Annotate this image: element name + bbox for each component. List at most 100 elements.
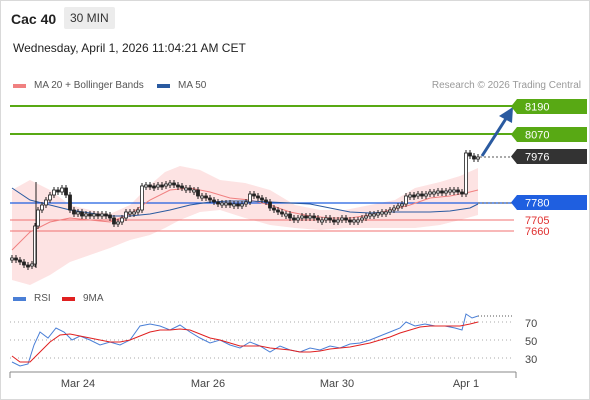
candle-body — [236, 203, 240, 207]
candle-body — [52, 189, 56, 196]
candle-body — [188, 187, 192, 191]
candle-body — [148, 184, 152, 188]
candle-body — [352, 219, 356, 223]
candle-body — [356, 219, 360, 223]
candle-body — [404, 195, 408, 205]
candle-body — [152, 185, 156, 189]
candle-body — [36, 209, 40, 227]
rsi-axis-50: 50 — [525, 336, 537, 348]
candle-body — [168, 182, 172, 186]
candle-body — [388, 209, 392, 213]
candle-body — [204, 195, 208, 199]
candle-body — [416, 193, 420, 197]
candle-body — [312, 215, 316, 219]
candle-body — [100, 213, 104, 217]
candle-body — [268, 201, 272, 209]
datetime-label: Wednesday, April 1, 2026 11:04:21 AM CET — [13, 41, 246, 55]
x-axis: Mar 24 Mar 26 Mar 30 Apr 1 — [9, 371, 517, 390]
candle-body — [44, 199, 48, 206]
candle-body — [216, 201, 220, 205]
candle-body — [476, 156, 480, 160]
candle-body — [324, 217, 328, 221]
bollinger-swatch — [13, 83, 26, 88]
candle-body — [212, 199, 216, 203]
legend-ma50: MA 50 — [157, 80, 206, 91]
rsi-panel: 70 50 30 — [10, 313, 537, 367]
price-label-last: 7976 — [511, 149, 587, 164]
candle-body — [104, 213, 108, 217]
candle-body — [344, 217, 348, 221]
candle-body — [22, 261, 26, 266]
candle-body — [228, 202, 232, 206]
candle-body — [256, 195, 260, 199]
candle-body — [252, 193, 256, 197]
forecast-arrow — [480, 107, 513, 157]
rsi-line — [11, 313, 479, 367]
candle-body — [124, 211, 128, 219]
candle-body — [80, 211, 84, 217]
candle-body — [144, 184, 148, 188]
candle-body — [248, 193, 252, 203]
price-label-8070-text: 8070 — [525, 130, 549, 142]
rsi-axis-70: 70 — [525, 318, 537, 330]
candle-body — [60, 187, 64, 193]
price-label-8190: 8190 — [511, 99, 587, 114]
price-label-7780: 7780 — [511, 195, 587, 210]
candle-body — [140, 185, 144, 211]
price-label-8190-text: 8190 — [525, 102, 549, 114]
candle-body — [128, 211, 132, 215]
candle-body — [452, 189, 456, 193]
x-tick-mar24: Mar 24 — [61, 378, 95, 390]
ma50-label: MA 50 — [178, 80, 207, 91]
candle-body — [472, 155, 476, 160]
candle-body — [368, 213, 372, 217]
candle-body — [180, 185, 184, 189]
candle-body — [72, 209, 76, 215]
research-credit: Research © 2026 Trading Central — [431, 80, 581, 91]
rsi-axis-30: 30 — [525, 354, 537, 366]
candle-body — [272, 207, 276, 211]
candle-body — [232, 203, 236, 207]
candle-body — [276, 209, 280, 213]
candle-body — [30, 263, 34, 267]
candle-body — [340, 217, 344, 221]
legend-bollinger: MA 20 + Bollinger Bands — [13, 80, 144, 91]
candle-body — [260, 197, 264, 201]
candle-body — [292, 217, 296, 221]
candle-body — [88, 213, 92, 217]
candle-body — [68, 194, 72, 211]
candle-body — [304, 215, 308, 219]
candle-body — [456, 189, 460, 193]
candle-body — [320, 219, 324, 223]
candle-body — [64, 187, 68, 196]
ma9-label: 9MA — [83, 293, 104, 304]
candle-body — [18, 259, 22, 263]
rsi-label: RSI — [34, 293, 51, 304]
candle-body — [288, 213, 292, 219]
candle-body — [448, 189, 452, 193]
candle-body — [176, 184, 180, 188]
candle-body — [400, 203, 404, 207]
x-tick-mar30: Mar 30 — [320, 378, 354, 390]
candle-body — [156, 184, 160, 188]
price-label-last-text: 7976 — [525, 152, 549, 164]
timeframe-selector[interactable]: 30 MIN — [64, 7, 115, 29]
bollinger-band — [12, 166, 478, 285]
candle-body — [464, 152, 468, 195]
candle-body — [56, 189, 60, 193]
legend-rsi: RSI — [13, 293, 51, 304]
rsi-swatch — [13, 296, 26, 301]
candle-body — [376, 212, 380, 216]
legend-ma9: 9MA — [62, 293, 104, 304]
candle-body — [92, 213, 96, 217]
candle-body — [120, 217, 124, 223]
candle-body — [420, 193, 424, 197]
candle-body — [160, 184, 164, 188]
candle-body — [76, 211, 80, 215]
candle-body — [10, 257, 14, 261]
candle-body — [220, 202, 224, 206]
candle-body — [328, 217, 332, 221]
price-label-7705: 7705 — [525, 215, 549, 227]
candle-body — [14, 257, 18, 261]
